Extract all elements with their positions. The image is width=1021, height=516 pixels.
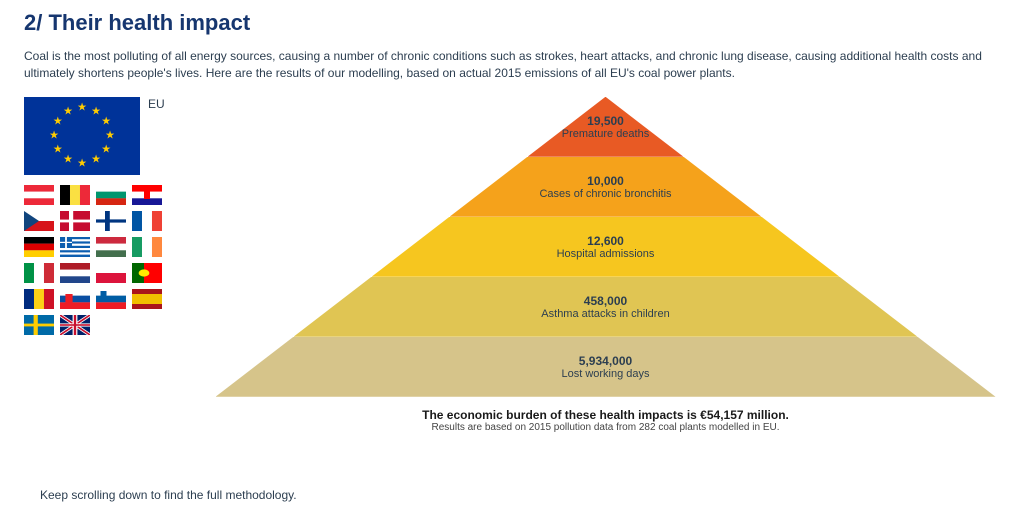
eu-star-icon: ★: [105, 130, 115, 141]
country-flag-pt[interactable]: [132, 263, 162, 283]
sidebar: ★★★★★★★★★★★★ EU: [24, 97, 204, 427]
layer-label: Hospital admissions: [557, 248, 655, 260]
section-title: 2/ Their health impact: [24, 10, 997, 36]
country-flag-it[interactable]: [24, 263, 54, 283]
eu-star-icon: ★: [101, 144, 111, 155]
eu-flag[interactable]: ★★★★★★★★★★★★: [24, 97, 140, 175]
eu-star-icon: ★: [53, 116, 63, 127]
caption-main: The economic burden of these health impa…: [214, 408, 997, 422]
country-flag-sk[interactable]: [60, 289, 90, 309]
country-flag-hr[interactable]: [132, 185, 162, 205]
layer-value: 12,600: [587, 234, 624, 248]
pyramid-wrap: 19,500Premature deaths10,000Cases of chr…: [214, 97, 997, 427]
country-flag-ro[interactable]: [24, 289, 54, 309]
intro-paragraph: Coal is the most polluting of all energy…: [24, 48, 997, 83]
country-flag-fi[interactable]: [96, 211, 126, 231]
eu-star-icon: ★: [53, 144, 63, 155]
scroll-footnote: Keep scrolling down to find the full met…: [40, 488, 297, 502]
country-flag-at[interactable]: [24, 185, 54, 205]
layer-label: Premature deaths: [562, 128, 649, 140]
health-impact-pyramid: 19,500Premature deaths10,000Cases of chr…: [214, 97, 997, 397]
country-flag-ie[interactable]: [132, 237, 162, 257]
eu-star-icon: ★: [77, 158, 87, 169]
eu-star-icon: ★: [91, 106, 101, 117]
layer-value: 19,500: [587, 114, 624, 128]
country-flag-si[interactable]: [96, 289, 126, 309]
pyramid-layer-3: 458,000Asthma attacks in children: [294, 277, 918, 337]
pyramid-caption: The economic burden of these health impa…: [214, 408, 997, 433]
pyramid-layer-4: 5,934,000Lost working days: [216, 337, 996, 397]
eu-star-icon: ★: [63, 106, 73, 117]
layer-value: 10,000: [587, 174, 624, 188]
country-flag-hu[interactable]: [96, 237, 126, 257]
layer-label: Asthma attacks in children: [541, 308, 669, 320]
eu-star-icon: ★: [91, 155, 101, 166]
layer-label: Lost working days: [561, 368, 649, 380]
country-flag-es[interactable]: [132, 289, 162, 309]
country-flag-uk[interactable]: [60, 315, 90, 335]
country-flag-fr[interactable]: [132, 211, 162, 231]
country-flag-de[interactable]: [24, 237, 54, 257]
country-flag-dk[interactable]: [60, 211, 90, 231]
country-flag-be[interactable]: [60, 185, 90, 205]
content-row: ★★★★★★★★★★★★ EU 19,500Premature deaths10…: [24, 97, 997, 427]
country-flag-cz[interactable]: [24, 211, 54, 231]
eu-star-icon: ★: [63, 155, 73, 166]
layer-value: 5,934,000: [579, 354, 632, 368]
pyramid-layer-0: 19,500Premature deaths: [528, 97, 684, 157]
eu-star-icon: ★: [77, 102, 87, 113]
country-flag-se[interactable]: [24, 315, 54, 335]
pyramid-layer-2: 12,600Hospital admissions: [372, 217, 840, 277]
eu-star-icon: ★: [101, 116, 111, 127]
country-flag-grid: [24, 185, 204, 335]
pyramid-layer-1: 10,000Cases of chronic bronchitis: [450, 157, 762, 217]
caption-sub: Results are based on 2015 pollution data…: [214, 422, 997, 433]
layer-value: 458,000: [584, 294, 627, 308]
layer-label: Cases of chronic bronchitis: [539, 188, 671, 200]
eu-label: EU: [148, 97, 165, 111]
country-flag-gr[interactable]: [60, 237, 90, 257]
eu-star-icon: ★: [49, 130, 59, 141]
country-flag-nl[interactable]: [60, 263, 90, 283]
country-flag-pl[interactable]: [96, 263, 126, 283]
country-flag-bg[interactable]: [96, 185, 126, 205]
